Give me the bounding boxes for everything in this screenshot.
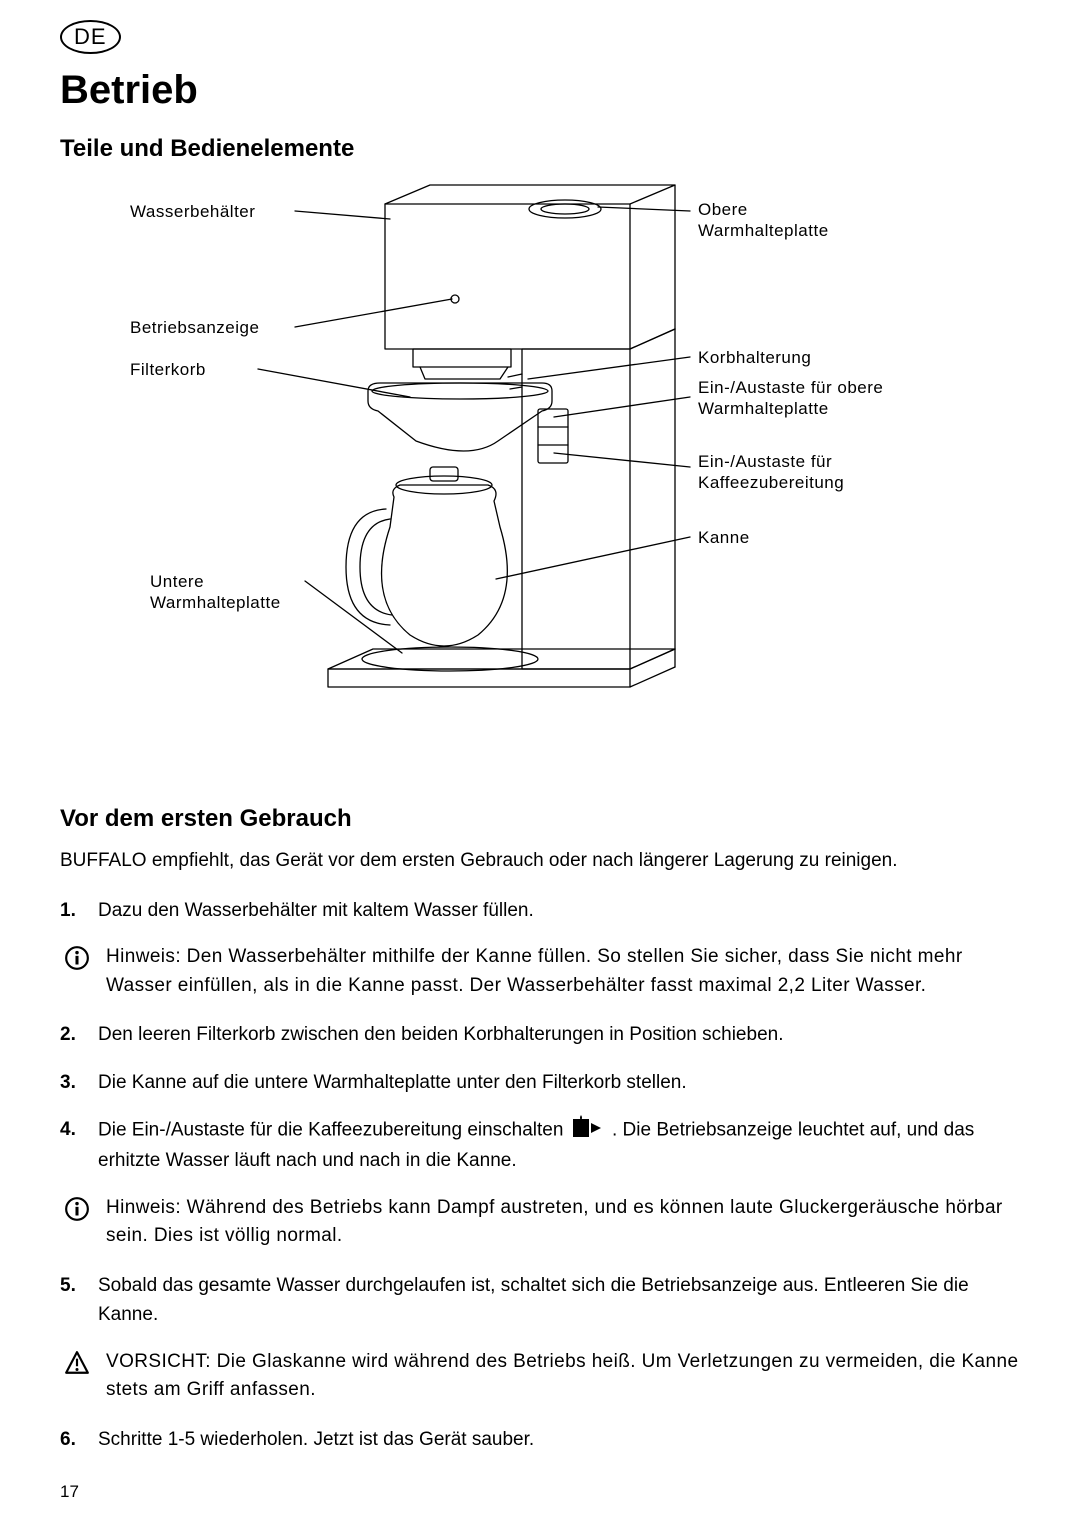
step-2: Den leeren Filterkorb zwischen den beide… (60, 1020, 1020, 1049)
step-6: Schritte 1-5 wiederholen. Jetzt ist das … (60, 1425, 1020, 1454)
steps-list-4: Schritte 1-5 wiederholen. Jetzt ist das … (60, 1425, 1020, 1454)
warning-icon (64, 1350, 90, 1376)
label-obere-warmhalteplatte: Obere Warmhalteplatte (698, 199, 878, 242)
page-number: 17 (60, 1482, 79, 1502)
note-fill-with-jug: Hinweis: Den Wasserbehälter mithilfe der… (60, 943, 1020, 1000)
step-1: Dazu den Wasserbehälter mit kaltem Wasse… (60, 896, 1020, 925)
label-filterkorb: Filterkorb (130, 359, 206, 380)
label-einaus-obere: Ein-/Austaste für obere Warmhalteplatte (698, 377, 898, 420)
info-icon (64, 1196, 90, 1222)
label-einaus-kaffee: Ein-/Austaste für Kaffeezubereitung (698, 451, 898, 494)
language-badge: DE (60, 20, 121, 54)
label-untere-warmhalteplatte: Untere Warmhalteplatte (150, 571, 310, 614)
note-text: Hinweis: Den Wasserbehälter mithilfe der… (106, 943, 1020, 1000)
note-steam-normal: Hinweis: Während des Betriebs kann Dampf… (60, 1194, 1020, 1251)
caution-hot-jug: VORSICHT: Die Glaskanne wird während des… (60, 1348, 1020, 1405)
step-4-text-a: Die Ein-/Austaste für die Kaffeezubereit… (98, 1120, 569, 1141)
label-kanne: Kanne (698, 527, 750, 548)
label-korbhalterung: Korbhalterung (698, 347, 811, 368)
label-wasserbehaelter: Wasserbehälter (130, 201, 255, 222)
step-3: Die Kanne auf die untere Warmhalteplatte… (60, 1068, 1020, 1097)
parts-diagram: Wasserbehälter Betriebsanzeige Filterkor… (90, 179, 990, 769)
steps-list-3: Sobald das gesamte Wasser durchgelaufen … (60, 1271, 1020, 1330)
section-heading-before-use: Vor dem ersten Gebrauch (60, 805, 1020, 833)
caution-text: VORSICHT: Die Glaskanne wird während des… (106, 1348, 1020, 1405)
label-betriebsanzeige: Betriebsanzeige (130, 317, 259, 338)
step-4: Die Ein-/Austaste für die Kaffeezubereit… (60, 1115, 1020, 1176)
section-before-first-use: Vor dem ersten Gebrauch BUFFALO empfiehl… (60, 805, 1020, 1454)
step-5: Sobald das gesamte Wasser durchgelaufen … (60, 1271, 1020, 1330)
steps-list: Dazu den Wasserbehälter mit kaltem Wasse… (60, 896, 1020, 925)
steps-list-2: Den leeren Filterkorb zwischen den beide… (60, 1020, 1020, 1176)
power-brew-icon (573, 1115, 603, 1146)
intro-text: BUFFALO empfiehlt, das Gerät vor dem ers… (60, 849, 1020, 874)
info-icon (64, 945, 90, 971)
page-title: Betrieb (60, 68, 1020, 113)
note-text: Hinweis: Während des Betriebs kann Dampf… (106, 1194, 1020, 1251)
section-heading-parts: Teile und Bedienelemente (60, 135, 1020, 163)
